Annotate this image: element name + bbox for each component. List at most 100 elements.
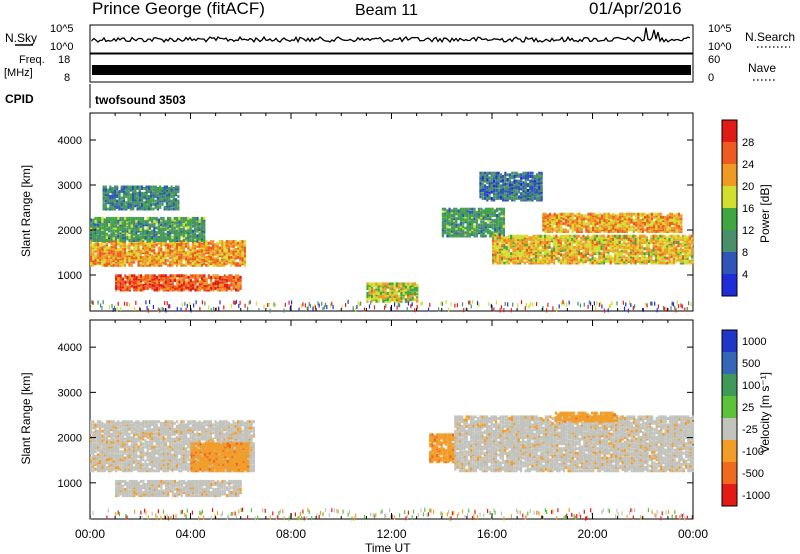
data-cell [157, 221, 160, 225]
data-cell [601, 219, 604, 222]
data-cell [546, 255, 549, 259]
data-cell [475, 215, 478, 219]
data-cell [517, 173, 521, 177]
data-cell [156, 202, 159, 206]
data-cell [182, 234, 185, 238]
data-cell [157, 248, 160, 251]
data-cell [602, 245, 605, 249]
data-cell [110, 235, 113, 239]
data-cell [650, 237, 653, 241]
data-cell [161, 190, 164, 194]
data-cell [598, 245, 601, 249]
data-cell [627, 258, 630, 262]
data-cell [646, 226, 649, 230]
data-cell [198, 282, 201, 286]
data-cell [501, 250, 504, 254]
data-cell [598, 230, 601, 233]
data-cell [532, 250, 535, 254]
data-cell [523, 250, 526, 254]
data-cell [670, 245, 673, 249]
data-cell [110, 243, 113, 247]
data-cell [194, 235, 197, 239]
date-label: 01/Apr/2016 [589, 0, 682, 18]
data-cell [643, 255, 646, 259]
data-cell [471, 232, 474, 236]
data-cell [542, 225, 545, 229]
data-cell [487, 218, 490, 222]
data-cell [618, 258, 621, 262]
data-cell [101, 241, 104, 245]
data-cell [96, 235, 99, 239]
data-cell [537, 256, 540, 260]
data-cell [101, 260, 104, 264]
data-cell [455, 217, 458, 221]
data-cell [119, 228, 122, 231]
data-cell [366, 298, 369, 302]
data-cell [182, 235, 185, 239]
data-cell [120, 190, 123, 194]
data-cell [441, 226, 444, 230]
data-cell [147, 185, 150, 189]
data-cell [123, 223, 127, 227]
data-cell [501, 244, 504, 248]
data-cell [135, 235, 138, 239]
data-cell [214, 243, 217, 247]
data-cell [172, 196, 175, 200]
data-cell [560, 226, 563, 230]
data-cell [498, 236, 501, 240]
data-cell [681, 237, 685, 241]
data-cell [140, 275, 143, 279]
data-cell [506, 198, 509, 202]
data-cell [109, 205, 112, 209]
data-cell [194, 216, 197, 220]
data-cell [169, 224, 172, 228]
data-cell [115, 288, 118, 292]
data-cell [686, 248, 689, 252]
data-cell [627, 256, 630, 260]
data-cell [150, 202, 153, 206]
data-cell [105, 243, 108, 247]
data-cell [157, 251, 160, 255]
data-cell [235, 274, 238, 278]
data-cell [466, 209, 469, 213]
data-cell [462, 214, 465, 217]
data-cell [117, 221, 120, 225]
data-cell [641, 214, 644, 218]
data-cell [507, 255, 510, 259]
data-cell [133, 223, 136, 227]
data-cell [163, 205, 166, 209]
data-cell [94, 232, 97, 236]
data-cell [657, 258, 660, 262]
data-cell [218, 260, 222, 264]
data-cell [675, 234, 678, 238]
data-cell [191, 239, 194, 242]
data-cell [546, 225, 549, 229]
data-cell [138, 201, 141, 205]
data-cell [157, 239, 160, 242]
data-cell [632, 223, 635, 227]
data-cell [130, 235, 133, 239]
data-cell [124, 275, 127, 279]
data-cell [90, 235, 93, 239]
data-cell [466, 232, 469, 236]
data-cell [142, 239, 145, 242]
data-cell [516, 256, 520, 260]
data-cell [169, 251, 172, 255]
data-cell [492, 261, 495, 265]
data-cell [652, 236, 655, 240]
data-cell [187, 249, 190, 253]
data-cell [147, 207, 150, 211]
data-cell [644, 228, 647, 232]
data-cell [681, 261, 685, 265]
data-cell [161, 191, 164, 195]
data-cell [666, 223, 669, 227]
data-cell [475, 214, 478, 217]
data-cell [499, 185, 502, 189]
data-cell [200, 218, 203, 222]
data-cell [160, 243, 163, 247]
data-cell [502, 217, 505, 221]
data-cell [639, 244, 642, 248]
data-cell [125, 194, 128, 198]
data-cell [484, 229, 487, 233]
data-cell [530, 241, 533, 244]
